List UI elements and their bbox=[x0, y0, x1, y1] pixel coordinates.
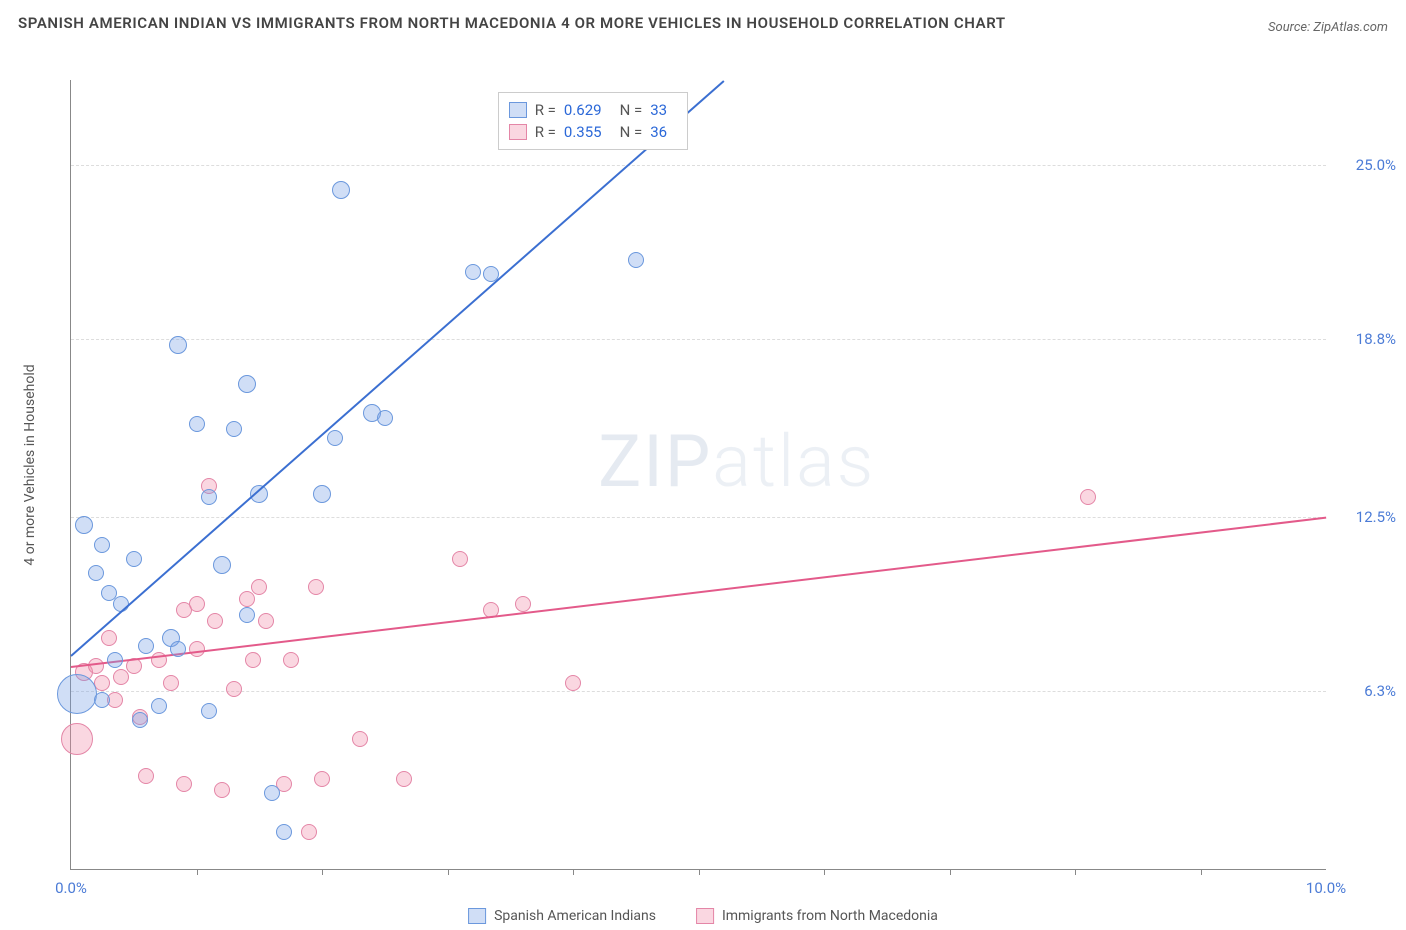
stat-r-value-pink: 0.355 bbox=[564, 123, 602, 141]
scatter-point-pink bbox=[101, 630, 117, 646]
scatter-point-pink bbox=[88, 658, 104, 674]
y-tick-label: 18.8% bbox=[1336, 330, 1396, 348]
scatter-point-pink bbox=[565, 675, 581, 691]
gridline bbox=[71, 517, 1326, 518]
gridline bbox=[71, 165, 1326, 166]
legend-label-blue: Spanish American Indians bbox=[494, 908, 656, 924]
scatter-point-blue bbox=[107, 652, 123, 668]
x-tick-label: 10.0% bbox=[1306, 879, 1346, 897]
stat-r-value-blue: 0.629 bbox=[564, 101, 602, 119]
x-tick bbox=[322, 869, 323, 875]
chart-plot-area: 6.3%12.5%18.8%25.0%0.0%10.0%ZIPatlasR =0… bbox=[70, 80, 1326, 870]
y-tick-label: 12.5% bbox=[1336, 508, 1396, 526]
stat-n-label: N = bbox=[620, 123, 643, 141]
scatter-point-blue bbox=[213, 556, 231, 574]
scatter-point-blue bbox=[75, 516, 93, 534]
gridline bbox=[71, 691, 1326, 692]
scatter-point-pink bbox=[245, 652, 261, 668]
x-tick bbox=[1075, 869, 1076, 875]
trend-line-blue bbox=[70, 80, 724, 656]
scatter-point-blue bbox=[151, 698, 167, 714]
scatter-point-pink bbox=[94, 675, 110, 691]
scatter-point-blue bbox=[201, 703, 217, 719]
stat-n-value-pink: 36 bbox=[650, 123, 667, 141]
stat-n-value-blue: 33 bbox=[650, 101, 667, 119]
stat-n-label: N = bbox=[620, 101, 643, 119]
scatter-point-blue bbox=[465, 264, 481, 280]
scatter-point-pink bbox=[214, 782, 230, 798]
scatter-point-blue bbox=[332, 181, 350, 199]
scatter-point-blue bbox=[132, 712, 148, 728]
x-tick bbox=[448, 869, 449, 875]
scatter-point-pink bbox=[301, 824, 317, 840]
gridline bbox=[71, 339, 1326, 340]
y-tick-label: 6.3% bbox=[1336, 682, 1396, 700]
scatter-point-blue bbox=[94, 692, 110, 708]
scatter-point-pink bbox=[138, 768, 154, 784]
scatter-point-pink bbox=[239, 591, 255, 607]
scatter-point-pink bbox=[189, 641, 205, 657]
legend-swatch-pink bbox=[696, 908, 714, 924]
scatter-point-blue bbox=[377, 410, 393, 426]
x-tick bbox=[699, 869, 700, 875]
scatter-point-blue bbox=[264, 785, 280, 801]
x-tick-label: 0.0% bbox=[55, 879, 87, 897]
x-tick bbox=[824, 869, 825, 875]
stats-box: R = 0.629 N = 33 R = 0.355 N = 36 bbox=[498, 92, 688, 150]
scatter-point-blue bbox=[169, 336, 187, 354]
scatter-point-pink bbox=[396, 771, 412, 787]
x-tick bbox=[950, 869, 951, 875]
scatter-point-pink bbox=[314, 771, 330, 787]
y-tick-label: 25.0% bbox=[1336, 156, 1396, 174]
x-tick bbox=[197, 869, 198, 875]
legend-label-pink: Immigrants from North Macedonia bbox=[722, 908, 938, 924]
scatter-point-pink bbox=[207, 613, 223, 629]
source-label: Source: ZipAtlas.com bbox=[1268, 20, 1388, 35]
stats-row-blue: R = 0.629 N = 33 bbox=[509, 99, 677, 121]
scatter-point-pink bbox=[283, 652, 299, 668]
scatter-point-pink bbox=[189, 596, 205, 612]
scatter-point-pink bbox=[1080, 489, 1096, 505]
scatter-point-blue bbox=[170, 641, 186, 657]
scatter-point-blue bbox=[276, 824, 292, 840]
scatter-point-pink bbox=[352, 731, 368, 747]
scatter-point-blue bbox=[226, 421, 242, 437]
stat-r-label: R = bbox=[535, 123, 556, 141]
watermark: ZIPatlas bbox=[598, 419, 875, 504]
scatter-point-blue bbox=[88, 565, 104, 581]
scatter-point-pink bbox=[61, 723, 93, 755]
legend-item-pink: Immigrants from North Macedonia bbox=[696, 908, 938, 924]
scatter-point-pink bbox=[251, 579, 267, 595]
bottom-legend: Spanish American Indians Immigrants from… bbox=[468, 908, 938, 924]
x-tick bbox=[573, 869, 574, 875]
legend-item-blue: Spanish American Indians bbox=[468, 908, 656, 924]
scatter-point-blue bbox=[628, 252, 644, 268]
scatter-point-blue bbox=[94, 537, 110, 553]
scatter-point-pink bbox=[163, 675, 179, 691]
y-axis-title: 4 or more Vehicles in Household bbox=[22, 364, 38, 565]
scatter-point-pink bbox=[515, 596, 531, 612]
scatter-point-blue bbox=[201, 489, 217, 505]
scatter-point-blue bbox=[327, 430, 343, 446]
scatter-point-blue bbox=[138, 638, 154, 654]
scatter-point-pink bbox=[452, 551, 468, 567]
scatter-point-pink bbox=[176, 776, 192, 792]
scatter-point-blue bbox=[57, 674, 97, 714]
chart-title: SPANISH AMERICAN INDIAN VS IMMIGRANTS FR… bbox=[18, 12, 1006, 35]
stat-r-label: R = bbox=[535, 101, 556, 119]
scatter-point-pink bbox=[226, 681, 242, 697]
scatter-point-blue bbox=[238, 375, 256, 393]
scatter-point-blue bbox=[126, 551, 142, 567]
x-tick bbox=[1201, 869, 1202, 875]
scatter-point-blue bbox=[313, 485, 331, 503]
legend-swatch-blue bbox=[468, 908, 486, 924]
scatter-point-blue bbox=[239, 607, 255, 623]
scatter-point-blue bbox=[189, 416, 205, 432]
scatter-point-pink bbox=[258, 613, 274, 629]
scatter-point-pink bbox=[113, 669, 129, 685]
stats-swatch-pink bbox=[509, 124, 527, 140]
stats-swatch-blue bbox=[509, 102, 527, 118]
scatter-point-pink bbox=[308, 579, 324, 595]
stats-row-pink: R = 0.355 N = 36 bbox=[509, 121, 677, 143]
